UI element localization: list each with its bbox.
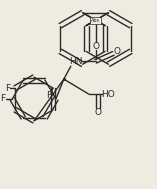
Text: O: O bbox=[92, 42, 99, 51]
Text: O: O bbox=[94, 108, 101, 117]
Text: Abs: Abs bbox=[91, 18, 100, 23]
Text: O: O bbox=[114, 47, 121, 56]
Text: F: F bbox=[46, 91, 52, 101]
Text: F: F bbox=[5, 84, 10, 93]
Text: HO: HO bbox=[102, 90, 115, 98]
Text: HN: HN bbox=[69, 57, 82, 66]
Text: F: F bbox=[0, 94, 5, 103]
